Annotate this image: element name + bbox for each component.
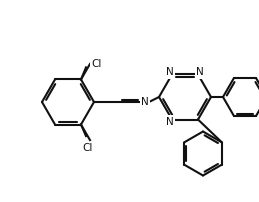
Text: Cl: Cl xyxy=(92,59,102,69)
Text: N: N xyxy=(196,67,204,78)
Text: N: N xyxy=(141,97,149,107)
Text: N: N xyxy=(166,67,174,78)
Text: N: N xyxy=(166,117,174,126)
Text: Cl: Cl xyxy=(83,143,93,153)
